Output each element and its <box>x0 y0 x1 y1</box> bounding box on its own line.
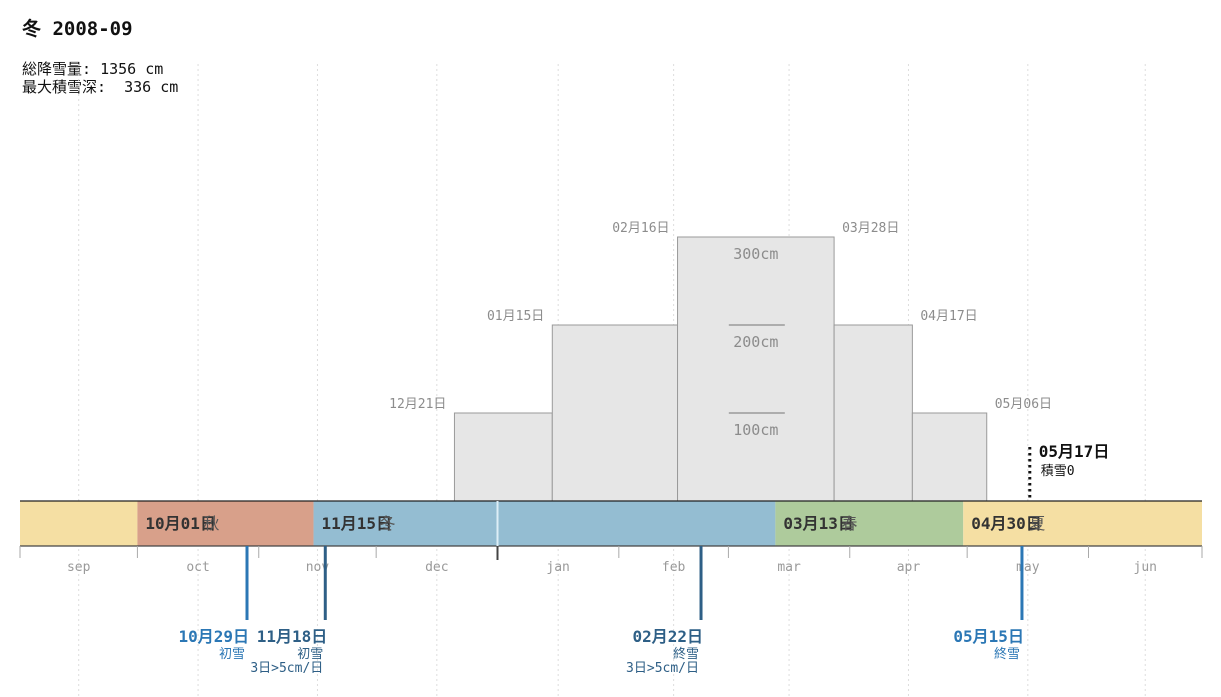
season-start-label: 10月01日 <box>145 514 216 533</box>
season-band <box>137 501 314 546</box>
max-depth-value: 336 cm <box>124 78 179 96</box>
snow-depth-date-label: 12月21日 <box>389 397 446 412</box>
max-depth-label: 最大積雪深: <box>22 78 107 96</box>
snow-depth-date-label: 02月16日 <box>612 221 669 236</box>
total-snowfall-sep: : <box>82 60 92 78</box>
snow-event-layer: 10月29日初雪11月18日初雪3日>5cm/日02月22日終雪3日>5cm/日… <box>178 546 1024 676</box>
snow-event-type: 終雪 <box>994 646 1020 662</box>
month-tick-label-feb: feb <box>662 560 686 575</box>
snow-depth-bar <box>677 236 835 502</box>
zero-snow-sublabel: 積雪0 <box>1041 464 1075 479</box>
snow-depth-bar <box>911 412 988 502</box>
month-tick-label-jan: jan <box>546 560 569 575</box>
season-band <box>313 501 776 546</box>
reference-label: 100cm <box>733 421 778 439</box>
month-tick-label-may: may <box>1016 560 1040 575</box>
month-tick-label-dec: dec <box>425 560 448 575</box>
snow-depth-date-label: 01月15日 <box>487 309 544 324</box>
snow-depth-date-label: 05月06日 <box>995 397 1052 412</box>
snow-event-note: 3日>5cm/日 <box>626 661 699 676</box>
snow-depth-bar <box>551 324 679 502</box>
snow-depth-bar <box>453 412 553 502</box>
snow-depth-date-label: 03月28日 <box>842 221 899 236</box>
season-band <box>963 501 1202 546</box>
month-tick-label-jun: jun <box>1134 560 1157 575</box>
month-tick-label-mar: mar <box>777 560 801 575</box>
season-name: 冬 <box>380 514 396 533</box>
snow-event-date: 10月29日 <box>178 627 249 646</box>
zero-snow-date: 05月17日 <box>1039 442 1110 461</box>
snow-event-date: 05月15日 <box>953 627 1024 646</box>
total-snowfall-label: 総降雪量 <box>22 60 83 78</box>
season-name: 秋 <box>203 514 219 533</box>
snow-depth-bar <box>833 324 913 502</box>
page-title: 冬 2008-09 <box>22 18 133 40</box>
total-snowfall-value: 1356 cm <box>100 60 164 78</box>
season-start-label: 11月15日 <box>322 514 393 533</box>
month-tick-label-sep: sep <box>67 560 91 575</box>
snow-event-type: 初雪 <box>297 647 323 662</box>
reference-label: 200cm <box>733 333 778 351</box>
season-band <box>20 501 138 546</box>
season-start-label: 03月13日 <box>783 514 854 533</box>
season-name: 夏 <box>1029 514 1045 533</box>
month-tick-label-apr: apr <box>897 560 921 575</box>
snow-depth-layer: 12月21日 01月15日 02月16日 03月28日 04月17日 05月06日 100c… <box>389 221 1110 502</box>
total-snowfall-stat: 総降雪量: 1356 cm <box>22 58 163 79</box>
month-axis-layer: sep oct nov dec jan feb mar apr may jun <box>19 546 1203 575</box>
snow-event-date: 02月22日 <box>632 627 703 646</box>
season-start-label: 04月30日 <box>971 514 1042 533</box>
month-tick-label-nov: nov <box>306 560 330 575</box>
snow-event-date: 11月18日 <box>257 627 328 646</box>
max-depth-stat: 最大積雪深: 336 cm <box>22 76 178 97</box>
snow-depth-date-label: 04月17日 <box>920 309 977 324</box>
reference-label: 300cm <box>733 245 778 263</box>
snow-event-type: 初雪 <box>219 647 245 662</box>
season-band <box>775 501 964 546</box>
season-name: 春 <box>841 514 857 533</box>
snow-event-note: 3日>5cm/日 <box>250 661 323 676</box>
snow-event-type: 終雪 <box>673 646 699 662</box>
month-tick-label-oct: oct <box>186 560 209 575</box>
